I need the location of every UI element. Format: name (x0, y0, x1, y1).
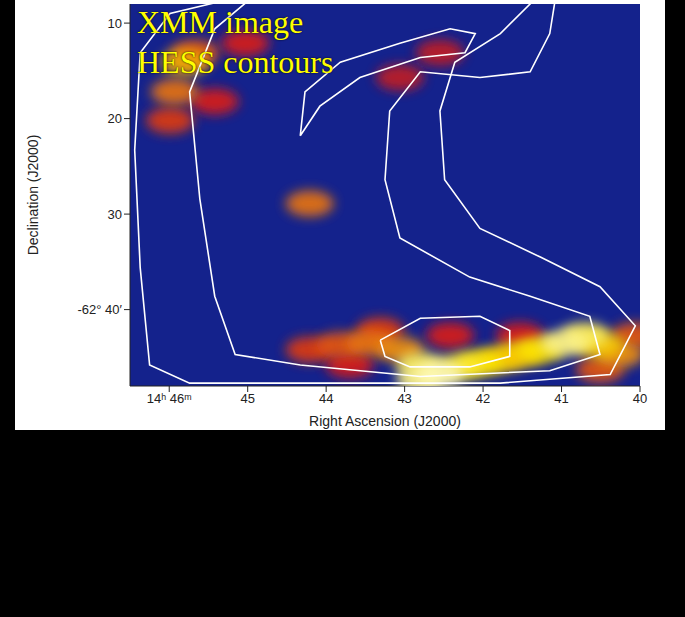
svg-text:41: 41 (554, 391, 568, 406)
svg-text:14ʰ 46ᵐ: 14ʰ 46ᵐ (147, 391, 192, 406)
svg-text:Declination (J2000): Declination (J2000) (25, 135, 41, 256)
html-text:HESS contours: HESS contours (137, 44, 334, 80)
svg-text:40: 40 (633, 391, 647, 406)
html-text:XMM image: XMM image (137, 4, 304, 40)
svg-text:10: 10 (108, 16, 122, 31)
svg-text:44: 44 (319, 391, 333, 406)
svg-text:43: 43 (397, 391, 411, 406)
svg-text:Right Ascension (J2000): Right Ascension (J2000) (309, 413, 461, 429)
svg-text:-62° 40′: -62° 40′ (78, 302, 123, 317)
svg-text:42: 42 (476, 391, 490, 406)
svg-text:20: 20 (108, 111, 122, 126)
svg-text:45: 45 (240, 391, 254, 406)
svg-text:30: 30 (108, 207, 122, 222)
